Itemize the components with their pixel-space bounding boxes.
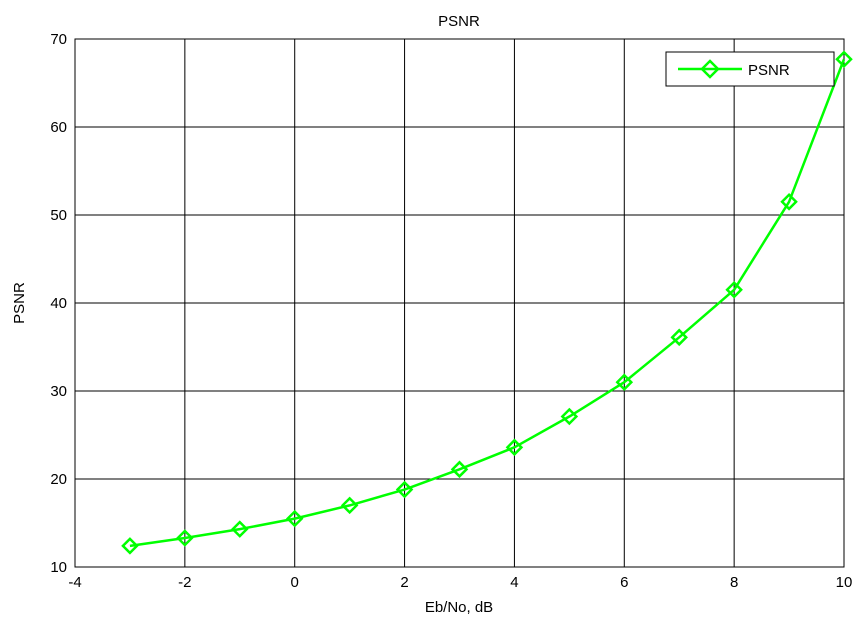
x-axis-label: Eb/No, dB [425, 599, 493, 616]
x-tick-label: 4 [510, 574, 518, 591]
y-tick-label: 30 [50, 383, 67, 400]
chart-title: PSNR [438, 13, 480, 30]
x-tick-label: -2 [178, 574, 191, 591]
y-tick-label: 50 [50, 207, 67, 224]
legend-entry-psnr: PSNR [748, 62, 790, 79]
x-tick-label: 2 [400, 574, 408, 591]
x-tick-label: -4 [68, 574, 81, 591]
y-tick-label: 10 [50, 559, 67, 576]
legend: PSNR [666, 52, 834, 86]
x-tick-label: 0 [291, 574, 299, 591]
x-tick-label: 10 [836, 574, 853, 591]
y-axis-label: PSNR [11, 282, 28, 324]
x-tick-label: 8 [730, 574, 738, 591]
x-tick-label: 6 [620, 574, 628, 591]
y-tick-label: 20 [50, 471, 67, 488]
y-tick-label: 40 [50, 295, 67, 312]
y-tick-label: 60 [50, 119, 67, 136]
y-tick-label: 70 [50, 31, 67, 48]
